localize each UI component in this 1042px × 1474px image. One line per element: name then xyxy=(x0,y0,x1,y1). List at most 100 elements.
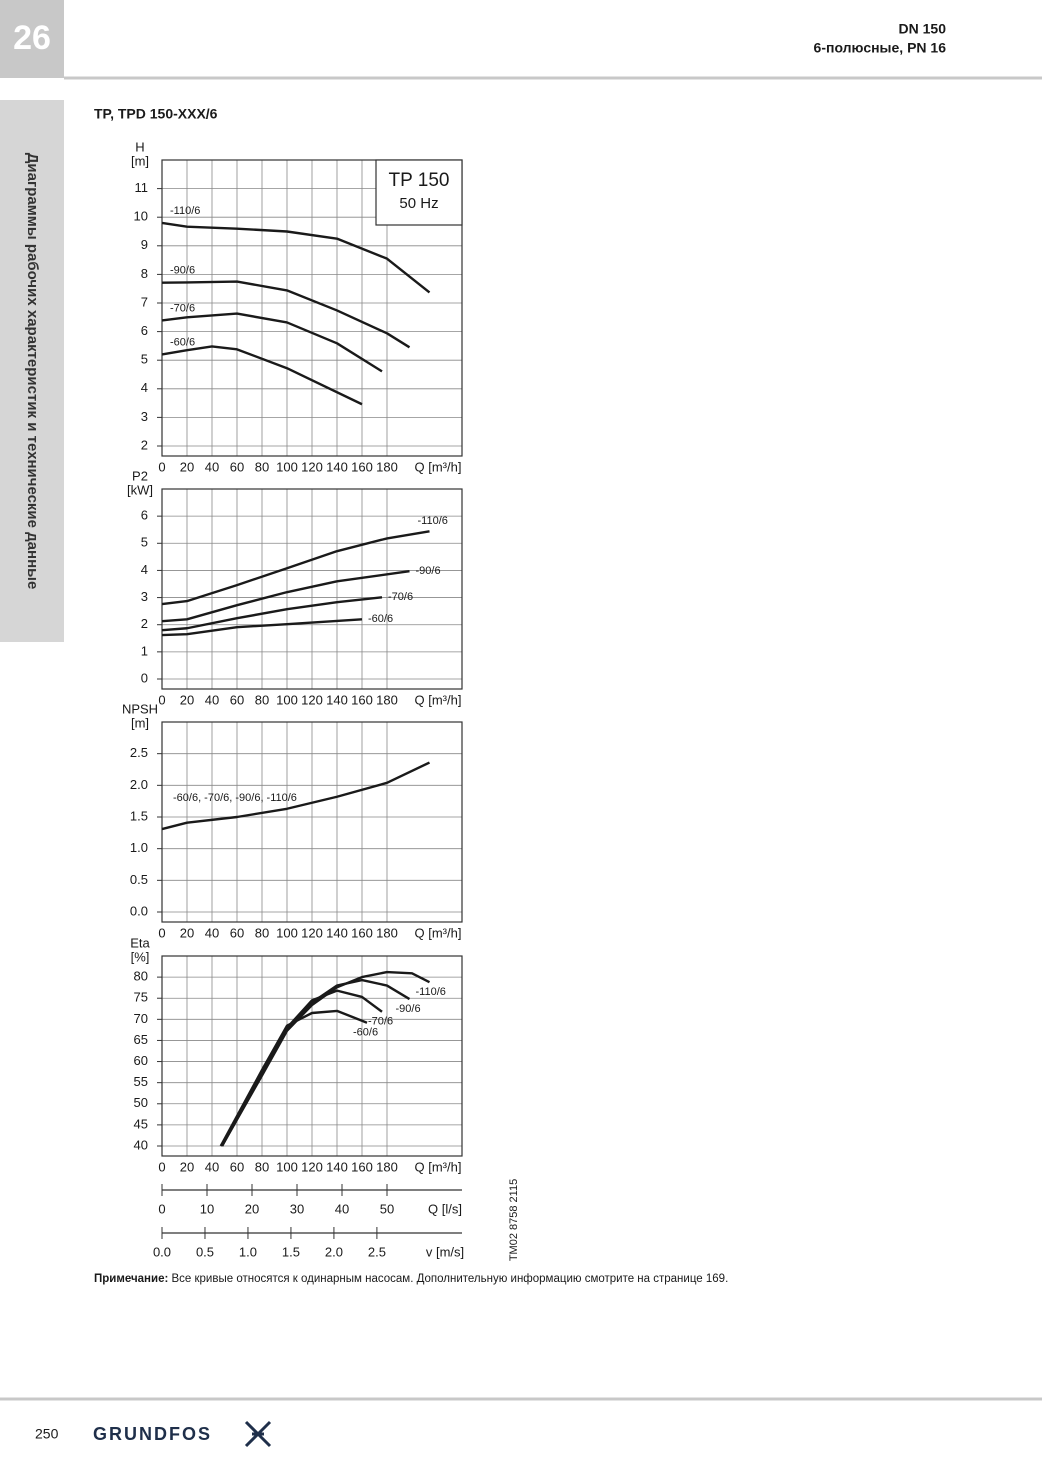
y-tick-label: 11 xyxy=(135,180,149,195)
x-tick-label: 0 xyxy=(158,1159,165,1174)
y-tick-label: 2 xyxy=(141,437,148,452)
x-tick-label: 60 xyxy=(230,692,244,707)
y-tick-label: 0.0 xyxy=(130,903,148,918)
aux-tick-label: 1.0 xyxy=(239,1244,257,1259)
y-tick-label: 7 xyxy=(141,294,148,309)
y-axis-label: [kW] xyxy=(127,482,153,497)
model-box xyxy=(375,159,463,226)
x-tick-label: 20 xyxy=(180,459,194,474)
y-tick-label: 5 xyxy=(141,352,148,367)
x-tick-label: 40 xyxy=(205,1159,219,1174)
header-title: DN 150 xyxy=(899,21,947,37)
y-tick-label: 4 xyxy=(141,380,148,395)
curve xyxy=(161,345,363,406)
y-tick-label: 8 xyxy=(141,266,148,281)
y-tick-label: 10 xyxy=(134,209,148,224)
y-axis-label: [m] xyxy=(131,715,149,730)
curve-label: -90/6 xyxy=(170,265,195,277)
x-tick-label: 100 xyxy=(276,925,298,940)
y-tick-label: 3 xyxy=(141,589,148,604)
curve-label: -70/6 xyxy=(368,1016,393,1028)
curve-label: -60/6 xyxy=(170,336,195,348)
model-name: TP 150 xyxy=(389,170,450,191)
x-tick-label: 0 xyxy=(158,692,165,707)
x-axis-label: Q [m³/h] xyxy=(415,925,462,940)
y-tick-label: 4 xyxy=(141,562,148,577)
aux-tick-label: 0.0 xyxy=(153,1244,171,1259)
x-tick-label: 40 xyxy=(205,692,219,707)
x-tick-label: 120 xyxy=(301,692,323,707)
curve-label: -70/6 xyxy=(170,302,195,314)
x-tick-label: 140 xyxy=(326,925,348,940)
plot-frame xyxy=(161,721,463,923)
aux-tick-label: 50 xyxy=(380,1201,394,1216)
y-tick-label: 2 xyxy=(141,616,148,631)
aux-tick-label: 0.5 xyxy=(196,1244,214,1259)
y-tick-label: 0.5 xyxy=(130,872,148,887)
y-tick-label: 40 xyxy=(134,1137,148,1152)
x-tick-label: 180 xyxy=(376,459,398,474)
page-number-box xyxy=(0,0,64,78)
x-tick-label: 0 xyxy=(158,925,165,940)
plot-frame xyxy=(161,159,463,457)
x-tick-label: 120 xyxy=(301,1159,323,1174)
y-tick-label: 65 xyxy=(134,1032,148,1047)
curve xyxy=(161,570,410,623)
y-tick-label: 60 xyxy=(134,1053,148,1068)
curve xyxy=(161,280,411,349)
y-tick-label: 1 xyxy=(141,643,148,658)
x-tick-label: 20 xyxy=(180,692,194,707)
y-axis-label: P2 xyxy=(132,468,148,483)
x-tick-label: 100 xyxy=(276,1159,298,1174)
aux-tick-label: 40 xyxy=(335,1201,349,1216)
y-tick-label: 45 xyxy=(134,1116,148,1131)
x-tick-label: 40 xyxy=(205,925,219,940)
note-label: Примечание: xyxy=(94,1273,168,1285)
header-subtitle: 6-полюсные, PN 16 xyxy=(814,40,947,56)
footer-page: 250 xyxy=(35,1426,59,1442)
y-tick-label: 2.5 xyxy=(130,745,148,760)
section-title: TP, TPD 150-XXX/6 xyxy=(94,106,218,122)
footer-brand: GRUNDFOS xyxy=(93,1424,212,1444)
y-axis-label: Eta xyxy=(130,935,150,950)
note: Примечание: Все кривые относятся к одина… xyxy=(94,1273,728,1285)
curve xyxy=(161,221,431,294)
x-tick-label: 120 xyxy=(301,925,323,940)
brand-logo xyxy=(244,1420,272,1448)
x-tick-label: 80 xyxy=(255,692,269,707)
x-tick-label: 120 xyxy=(301,459,323,474)
x-tick-label: 40 xyxy=(205,459,219,474)
x-tick-label: 100 xyxy=(276,459,298,474)
curve xyxy=(161,761,431,831)
x-tick-label: 160 xyxy=(351,692,373,707)
y-tick-label: 80 xyxy=(134,969,148,984)
sidebar-text: Диаграммы рабочих характеристик и технич… xyxy=(24,153,41,590)
y-axis-label: [m] xyxy=(131,153,149,168)
y-tick-label: 6 xyxy=(141,323,148,338)
aux-tick-label: 2.5 xyxy=(368,1244,386,1259)
curve-label: -60/6, -70/6, -90/6, -110/6 xyxy=(173,792,297,804)
x-axis-label: Q [m³/h] xyxy=(415,692,462,707)
aux-axis-label: v [m/s] xyxy=(426,1244,464,1259)
curve-label: -90/6 xyxy=(416,565,441,577)
y-tick-label: 6 xyxy=(141,508,148,523)
x-tick-label: 180 xyxy=(376,1159,398,1174)
x-axis-label: Q [m³/h] xyxy=(415,459,462,474)
curve-label: -60/6 xyxy=(353,1027,378,1039)
y-tick-label: 1.0 xyxy=(130,840,148,855)
x-tick-label: 60 xyxy=(230,925,244,940)
y-axis-label: NPSH xyxy=(122,701,158,716)
x-tick-label: 180 xyxy=(376,925,398,940)
x-tick-label: 140 xyxy=(326,1159,348,1174)
plot-frame xyxy=(161,488,463,690)
y-tick-label: 50 xyxy=(134,1095,148,1110)
curve xyxy=(161,596,383,632)
curve-label: -70/6 xyxy=(388,591,413,603)
y-tick-label: 2.0 xyxy=(130,777,148,792)
curve xyxy=(161,312,383,373)
x-tick-label: 160 xyxy=(351,925,373,940)
y-axis-label: H xyxy=(135,139,144,154)
curve xyxy=(161,618,363,637)
model-frequency: 50 Hz xyxy=(399,195,438,212)
